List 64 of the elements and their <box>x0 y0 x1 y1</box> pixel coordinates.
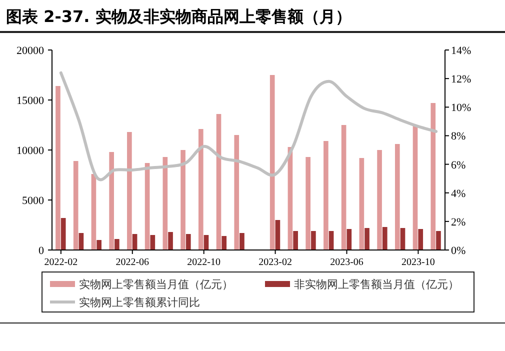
bar <box>293 231 298 250</box>
bar <box>222 236 227 250</box>
bar <box>275 220 280 250</box>
bar <box>240 233 244 250</box>
y2-tick-label: 8% <box>451 130 466 143</box>
x-tick-label: 2023-06 <box>330 257 364 268</box>
bar <box>418 229 424 250</box>
bar <box>78 233 84 250</box>
bar <box>56 86 60 250</box>
bar <box>311 231 316 250</box>
bar <box>306 157 310 250</box>
legend-label: 实物网上零售额当月值（亿元） <box>79 278 233 291</box>
bar <box>382 227 388 250</box>
bar <box>114 239 120 250</box>
bar <box>412 125 418 250</box>
y2-tick-label: 12% <box>451 74 472 86</box>
bar <box>394 144 400 250</box>
x-tick-label: 2023-02 <box>258 257 292 268</box>
bar <box>436 231 441 250</box>
bar <box>162 157 168 250</box>
bar <box>186 234 191 250</box>
bar <box>328 231 334 250</box>
bar <box>73 161 78 250</box>
bar <box>96 240 102 250</box>
x-tick-label: 2022-06 <box>116 257 150 268</box>
bar <box>132 234 138 250</box>
bar <box>364 228 370 250</box>
legend-label: 实物网上零售额累计同比 <box>79 296 200 309</box>
bar <box>91 174 96 250</box>
bar <box>216 114 222 250</box>
bar <box>144 163 150 250</box>
bar <box>377 150 382 250</box>
bar <box>270 75 275 250</box>
y2-tick-label: 14% <box>451 45 472 57</box>
bar <box>168 232 173 250</box>
y2-tick-label: 10% <box>451 102 472 114</box>
bar <box>204 235 209 250</box>
y-tick-label: 0 <box>38 245 44 257</box>
y2-tick-label: 6% <box>451 159 466 172</box>
bar <box>400 228 406 250</box>
x-tick-label: 2022-10 <box>187 257 221 268</box>
bar <box>60 218 66 250</box>
y-tick-label: 10000 <box>16 145 44 157</box>
y2-tick-label: 2% <box>451 216 466 228</box>
bar <box>346 229 352 250</box>
y2-tick-label: 4% <box>451 188 466 200</box>
legend-label: 非实物网上零售额当月值（亿元） <box>294 278 459 291</box>
y-tick-label: 20000 <box>16 45 44 57</box>
bar <box>127 132 132 250</box>
y-tick-label: 15000 <box>16 95 44 107</box>
y2-tick-label: 0% <box>451 245 466 257</box>
bar <box>234 135 240 250</box>
bar <box>359 158 364 250</box>
y-tick-label: 5000 <box>22 195 44 207</box>
bar <box>150 235 156 250</box>
chart-title: 图表 2-37. 实物及非实物商品网上零售额（月） <box>6 7 352 26</box>
bar <box>430 103 436 250</box>
bar <box>324 141 328 250</box>
x-tick-label: 2023-10 <box>402 257 435 268</box>
bar <box>180 150 186 250</box>
bar <box>109 152 114 250</box>
bar <box>198 129 204 250</box>
x-tick-label: 2022-02 <box>44 257 78 268</box>
bar <box>341 125 346 250</box>
